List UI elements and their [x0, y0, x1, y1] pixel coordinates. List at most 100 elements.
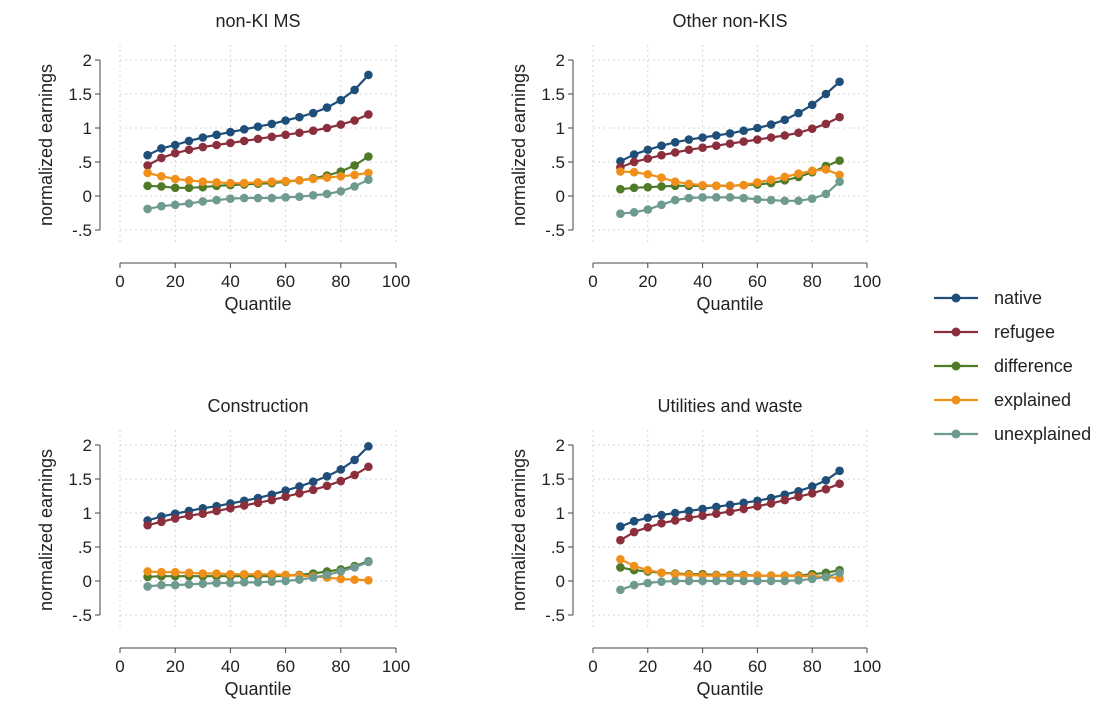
data-point-native [281, 116, 290, 125]
data-point-unexplained [308, 191, 318, 200]
data-point-explained [364, 168, 373, 178]
data-point-refugee [753, 135, 762, 144]
data-point-native [807, 100, 817, 110]
data-point-difference [143, 181, 152, 191]
data-point-native [308, 108, 318, 118]
data-point-unexplained [753, 576, 762, 586]
legend-label-unexplained: unexplained [994, 424, 1091, 444]
data-point-explained [794, 169, 803, 178]
panel-title: Utilities and waste [657, 396, 802, 416]
data-point-unexplained [794, 576, 803, 585]
data-point-native [643, 145, 653, 155]
data-point-native [629, 150, 639, 159]
y-tick-label: 1.5 [68, 470, 92, 489]
data-point-native [643, 513, 653, 523]
data-point-native [739, 498, 748, 508]
data-point-unexplained [643, 578, 653, 588]
data-point-difference [170, 183, 180, 193]
data-point-refugee [308, 126, 318, 136]
y-tick-label: 2 [83, 51, 92, 70]
data-point-unexplained [616, 585, 625, 595]
data-point-unexplained [212, 195, 221, 205]
data-point-explained [239, 569, 249, 579]
x-tick-label: 0 [588, 272, 597, 291]
y-tick-label: 2 [556, 51, 565, 70]
data-point-unexplained [835, 568, 844, 578]
x-tick-label: 80 [331, 657, 350, 676]
data-point-native [143, 150, 152, 160]
y-tick-label: -.5 [545, 221, 565, 240]
data-point-refugee [629, 157, 639, 167]
data-point-native [712, 131, 721, 140]
data-point-refugee [684, 145, 694, 155]
data-point-refugee [657, 518, 666, 528]
data-point-explained [226, 569, 235, 579]
data-point-unexplained [821, 572, 831, 582]
data-point-explained [657, 568, 666, 578]
data-point-native [308, 477, 318, 487]
data-point-explained [336, 574, 346, 584]
data-point-unexplained [157, 580, 166, 590]
x-axis-title: Quantile [224, 294, 291, 314]
data-point-unexplained [616, 209, 625, 218]
data-point-refugee [322, 123, 332, 133]
data-point-unexplained [212, 578, 221, 588]
data-point-unexplained [780, 576, 790, 586]
y-tick-label: 0 [83, 187, 92, 206]
data-point-refugee [712, 509, 721, 518]
data-point-native [253, 122, 263, 131]
data-point-explained [267, 177, 277, 187]
data-point-explained [253, 569, 263, 579]
data-point-native [821, 476, 831, 485]
y-tick-label: 0 [83, 572, 92, 591]
data-point-refugee [670, 148, 680, 157]
data-point-unexplained [253, 193, 263, 203]
y-tick-label: 2 [83, 436, 92, 455]
data-point-refugee [670, 516, 680, 525]
data-point-unexplained [198, 197, 208, 206]
data-point-native [807, 482, 817, 491]
data-point-explained [184, 568, 194, 578]
data-point-refugee [629, 527, 639, 537]
x-tick-label: 60 [748, 272, 767, 291]
data-point-refugee [780, 495, 790, 505]
data-point-difference [350, 161, 359, 170]
data-point-native [364, 442, 373, 451]
x-axis-title: Quantile [696, 294, 763, 314]
data-point-unexplained [643, 205, 653, 214]
data-point-native [281, 486, 290, 495]
data-point-explained [739, 180, 748, 190]
data-point-refugee [794, 492, 803, 501]
data-point-unexplained [725, 193, 735, 202]
data-point-unexplained [807, 574, 817, 584]
data-point-unexplained [712, 576, 721, 586]
data-point-native [684, 135, 694, 144]
data-point-refugee [336, 476, 346, 486]
x-tick-label: 40 [693, 272, 712, 291]
data-point-refugee [170, 514, 180, 523]
data-point-unexplained [350, 563, 359, 572]
data-point-explained [226, 178, 235, 188]
x-tick-label: 100 [853, 272, 881, 291]
data-point-explained [629, 561, 639, 571]
data-point-unexplained [322, 189, 332, 199]
data-point-explained [198, 569, 208, 578]
x-tick-label: 20 [166, 657, 185, 676]
data-point-native [712, 502, 721, 512]
data-point-native [835, 77, 844, 87]
data-point-explained [281, 176, 290, 186]
data-point-native [780, 115, 790, 125]
data-point-unexplained [835, 177, 844, 187]
data-point-native [616, 157, 625, 166]
panel-title: Other non-KIS [672, 11, 787, 31]
y-tick-label: 0 [556, 572, 565, 591]
x-axis-title: Quantile [224, 679, 291, 699]
data-point-explained [684, 570, 694, 580]
data-point-refugee [643, 154, 653, 163]
data-point-explained [643, 565, 653, 575]
chart-panel-3: -.50.511.520 20 40 60 80 100ConstructionQuant… [36, 396, 410, 699]
data-point-refugee [253, 498, 263, 508]
data-point-native [336, 465, 346, 474]
